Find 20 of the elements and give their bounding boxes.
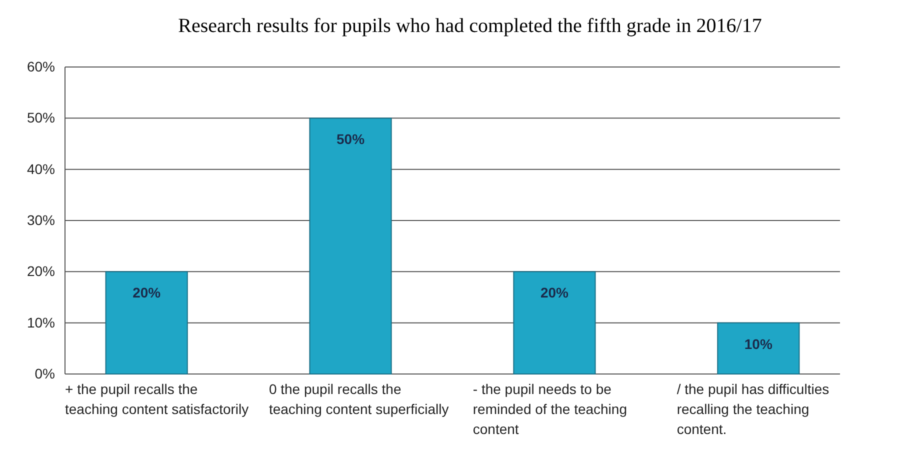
x-tick-label: - the pupil needs to be reminded of the teaching content (472, 381, 628, 437)
bar (717, 322, 800, 374)
y-tick-label: 50% (26, 110, 55, 126)
data-label: 20% (132, 284, 162, 301)
x-tick-label: + the pupil recalls the teaching content satisfactorily (65, 381, 249, 417)
chart-title: Research results for pupils who had completed the fifth grade in 2016/17 (178, 15, 762, 37)
y-tick-label: 10% (26, 314, 55, 330)
y-tick-label: 30% (26, 212, 55, 228)
x-tick-label: 0 the pupil recalls the teaching content superficially (268, 381, 449, 417)
data-label: 20% (540, 284, 570, 301)
bar (309, 118, 392, 374)
x-tick-label: / the pupil has difficulties recalling the teaching content. (676, 381, 830, 437)
data-label: 50% (336, 131, 366, 148)
y-tick-label: 20% (26, 263, 55, 280)
y-tick-label: 60% (26, 58, 55, 74)
bar (105, 271, 188, 374)
y-tick-label: 0% (34, 365, 55, 382)
data-label: 10% (744, 336, 773, 352)
bar (513, 271, 596, 374)
y-tick-label: 40% (26, 160, 55, 177)
